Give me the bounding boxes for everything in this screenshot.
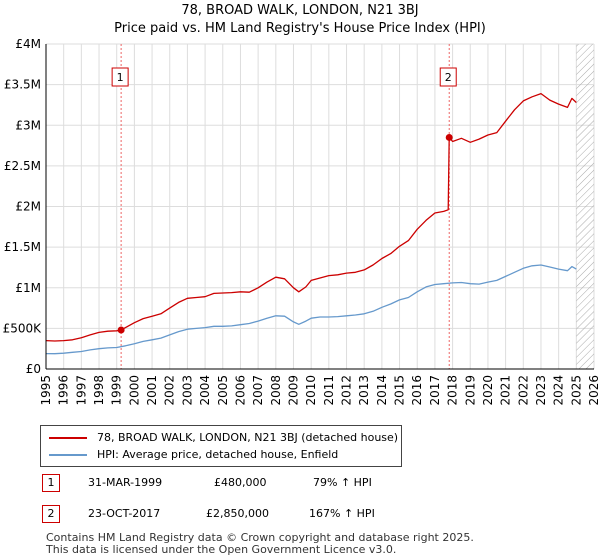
- legend-item-property: 78, BROAD WALK, LONDON, N21 3BJ (detache…: [49, 431, 398, 444]
- price-chart: £0 £500K £1M £1.5M £2M £2.5M £3M £3.5M £4M 1995 19…: [3, 37, 600, 406]
- x-tick-label: 2003: [180, 375, 194, 406]
- x-tick-label: 2015: [393, 375, 407, 406]
- x-tick-label: 2009: [286, 375, 300, 406]
- x-tick-label: 2006: [233, 375, 247, 406]
- y-tick-label: £2M: [15, 200, 41, 214]
- x-tick-label: 2000: [127, 375, 141, 406]
- x-tick-label: 1999: [110, 375, 124, 406]
- x-tick-label: 2010: [304, 375, 318, 406]
- future-hatch-region: [576, 44, 594, 369]
- x-tick-label: 2021: [499, 375, 513, 406]
- x-tick-label: 2025: [569, 375, 583, 406]
- transaction-price: £2,850,000: [206, 507, 269, 520]
- x-tick-label: 2007: [251, 375, 265, 406]
- legend-label-property: 78, BROAD WALK, LONDON, N21 3BJ (detache…: [97, 431, 399, 444]
- sale-point: [117, 326, 125, 334]
- x-tick-label: 2004: [198, 375, 212, 406]
- legend-swatch-hpi: [49, 453, 87, 456]
- x-tick-label: 2024: [552, 375, 566, 406]
- legend-swatch-property: [49, 436, 87, 439]
- transaction-number-badge: 2: [42, 505, 60, 523]
- x-tick-label: 2005: [216, 375, 230, 406]
- transaction-hpi-change: 79% ↑ HPI: [313, 476, 372, 489]
- y-tick-label: £3M: [15, 118, 41, 132]
- transaction-number-badge: 1: [42, 474, 60, 492]
- footer-license: This data is licensed under the Open Gov…: [46, 543, 397, 556]
- x-tick-label: 2026: [587, 375, 600, 406]
- y-tick-label: £1.5M: [4, 240, 41, 254]
- x-tick-label: 2023: [534, 375, 548, 406]
- x-tick-label: 1997: [74, 375, 88, 406]
- hpi-line: [45, 264, 577, 355]
- transaction-date: 31-MAR-1999: [88, 476, 163, 489]
- y-tick-label: £2.5M: [4, 159, 41, 173]
- x-tick-label: 2017: [428, 375, 442, 406]
- footer-copyright: Contains HM Land Registry data © Crown c…: [46, 531, 474, 544]
- x-tick-label: 2002: [163, 375, 177, 406]
- x-tick-label: 2001: [145, 375, 159, 406]
- sale-marker-label: 1: [117, 71, 124, 84]
- x-tick-label: 2013: [357, 375, 371, 406]
- x-tick-label: 2011: [322, 375, 336, 406]
- x-tick-label: 1995: [39, 375, 53, 406]
- y-tick-label: £4M: [15, 37, 41, 51]
- x-tick-label: 2014: [375, 375, 389, 406]
- y-tick-label: £0: [26, 362, 41, 376]
- x-tick-label: 2019: [463, 375, 477, 406]
- legend-item-hpi: HPI: Average price, detached house, Enfi…: [49, 448, 338, 461]
- sale-marker-box: [111, 67, 129, 87]
- x-tick-label: 2016: [410, 375, 424, 406]
- chart-subtitle: Price paid vs. HM Land Registry's House …: [114, 21, 486, 36]
- legend-label-hpi: HPI: Average price, detached house, Enfi…: [97, 448, 339, 461]
- x-tick-label: 2018: [446, 375, 460, 406]
- transaction-price: £480,000: [214, 476, 267, 489]
- sale-point: [445, 133, 453, 141]
- x-tick-label: 2012: [340, 375, 354, 406]
- y-tick-label: £1M: [15, 281, 41, 295]
- x-tick-label: 1996: [57, 375, 71, 406]
- y-tick-label: £500K: [3, 321, 43, 335]
- x-tick-label: 2020: [481, 375, 495, 406]
- property-price-line: [45, 92, 577, 342]
- y-tick-label: £3.5M: [4, 78, 41, 92]
- chart-title: 78, BROAD WALK, LONDON, N21 3BJ: [181, 3, 419, 18]
- x-tick-label: 2008: [269, 375, 283, 406]
- transaction-date: 23-OCT-2017: [88, 507, 161, 520]
- x-tick-label: 1998: [92, 375, 106, 406]
- chart-legend: 78, BROAD WALK, LONDON, N21 3BJ (detache…: [40, 425, 402, 467]
- sale-marker-label: 2: [445, 71, 452, 84]
- transaction-hpi-change: 167% ↑ HPI: [309, 507, 375, 520]
- x-tick-label: 2022: [516, 375, 530, 406]
- sale-marker-box: [439, 67, 457, 87]
